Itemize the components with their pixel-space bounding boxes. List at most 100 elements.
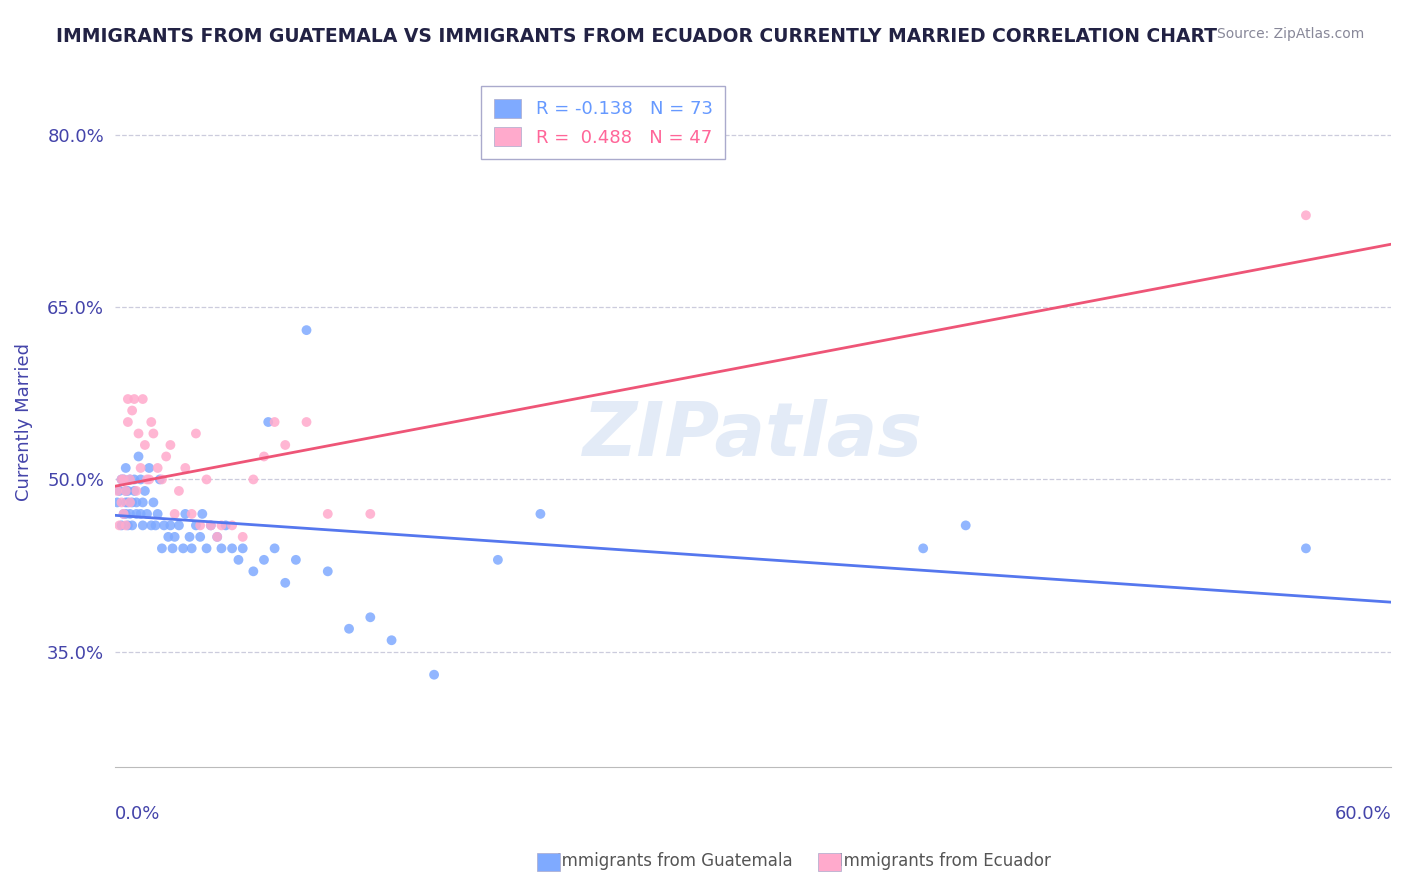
Point bbox=[242, 565, 264, 579]
Point bbox=[128, 426, 150, 441]
Point bbox=[138, 472, 160, 486]
Point bbox=[228, 553, 250, 567]
Point bbox=[195, 541, 218, 556]
Point bbox=[180, 507, 202, 521]
Point bbox=[122, 472, 145, 486]
Point bbox=[125, 495, 148, 509]
Point bbox=[316, 565, 339, 579]
Point bbox=[215, 518, 238, 533]
Point bbox=[121, 518, 143, 533]
Point bbox=[263, 541, 285, 556]
Point bbox=[132, 495, 155, 509]
Point bbox=[274, 575, 297, 590]
Point bbox=[200, 518, 222, 533]
Point bbox=[114, 483, 136, 498]
Point bbox=[195, 472, 218, 486]
Point bbox=[129, 461, 152, 475]
Text: 60.0%: 60.0% bbox=[1334, 805, 1391, 823]
Point bbox=[295, 323, 318, 337]
Point bbox=[108, 483, 131, 498]
Point bbox=[114, 483, 136, 498]
Text: 0.0%: 0.0% bbox=[115, 805, 160, 823]
Point bbox=[118, 507, 141, 521]
Point bbox=[155, 450, 177, 464]
Point bbox=[112, 507, 135, 521]
Point bbox=[205, 530, 228, 544]
Point bbox=[912, 541, 935, 556]
Point bbox=[221, 541, 243, 556]
Point bbox=[150, 541, 173, 556]
Point bbox=[174, 461, 197, 475]
Point bbox=[211, 541, 233, 556]
Point bbox=[114, 461, 136, 475]
Point bbox=[529, 507, 551, 521]
Point bbox=[359, 507, 381, 521]
Point bbox=[132, 518, 155, 533]
Point bbox=[134, 438, 156, 452]
Point bbox=[359, 610, 381, 624]
Point bbox=[146, 507, 169, 521]
Point bbox=[112, 472, 135, 486]
Text: Immigrants from Ecuador: Immigrants from Ecuador bbox=[823, 852, 1050, 870]
Point bbox=[242, 472, 264, 486]
Point bbox=[129, 507, 152, 521]
Point bbox=[118, 472, 141, 486]
Point bbox=[117, 415, 139, 429]
Point bbox=[150, 472, 173, 486]
Point bbox=[188, 518, 211, 533]
Text: Immigrants from Guatemala: Immigrants from Guatemala bbox=[541, 852, 793, 870]
Point bbox=[118, 495, 141, 509]
Point bbox=[136, 507, 159, 521]
Point bbox=[145, 518, 167, 533]
Text: IMMIGRANTS FROM GUATEMALA VS IMMIGRANTS FROM ECUADOR CURRENTLY MARRIED CORRELATI: IMMIGRANTS FROM GUATEMALA VS IMMIGRANTS … bbox=[56, 27, 1218, 45]
Point bbox=[122, 483, 145, 498]
Point bbox=[153, 518, 176, 533]
Point bbox=[188, 530, 211, 544]
Point bbox=[142, 495, 165, 509]
Point bbox=[172, 541, 194, 556]
Point bbox=[138, 461, 160, 475]
Point bbox=[423, 667, 446, 681]
Point bbox=[284, 553, 307, 567]
Point bbox=[105, 495, 128, 509]
Point bbox=[114, 518, 136, 533]
Point bbox=[167, 483, 190, 498]
Point bbox=[117, 483, 139, 498]
Point bbox=[105, 483, 128, 498]
Point bbox=[184, 426, 207, 441]
Point bbox=[191, 507, 214, 521]
Point bbox=[110, 518, 132, 533]
Point bbox=[180, 541, 202, 556]
Point bbox=[136, 472, 159, 486]
Point bbox=[117, 495, 139, 509]
Point bbox=[149, 472, 172, 486]
Point bbox=[316, 507, 339, 521]
Point bbox=[159, 518, 181, 533]
Point bbox=[337, 622, 360, 636]
Point bbox=[263, 415, 285, 429]
Point bbox=[134, 483, 156, 498]
Point bbox=[121, 403, 143, 417]
Point bbox=[110, 472, 132, 486]
Point bbox=[184, 518, 207, 533]
Legend: R = -0.138   N = 73, R =  0.488   N = 47: R = -0.138 N = 73, R = 0.488 N = 47 bbox=[481, 87, 725, 160]
Point bbox=[141, 518, 163, 533]
Point bbox=[117, 518, 139, 533]
Point bbox=[112, 472, 135, 486]
Point bbox=[295, 415, 318, 429]
Point bbox=[253, 553, 276, 567]
Point bbox=[112, 507, 135, 521]
Point bbox=[122, 392, 145, 406]
Point bbox=[146, 461, 169, 475]
Point bbox=[142, 426, 165, 441]
Point bbox=[110, 472, 132, 486]
Point bbox=[232, 530, 254, 544]
Point bbox=[205, 530, 228, 544]
Point bbox=[221, 518, 243, 533]
Point bbox=[121, 495, 143, 509]
Point bbox=[1295, 208, 1317, 222]
Point bbox=[132, 392, 155, 406]
Point bbox=[257, 415, 280, 429]
Point bbox=[163, 530, 186, 544]
Point bbox=[117, 392, 139, 406]
